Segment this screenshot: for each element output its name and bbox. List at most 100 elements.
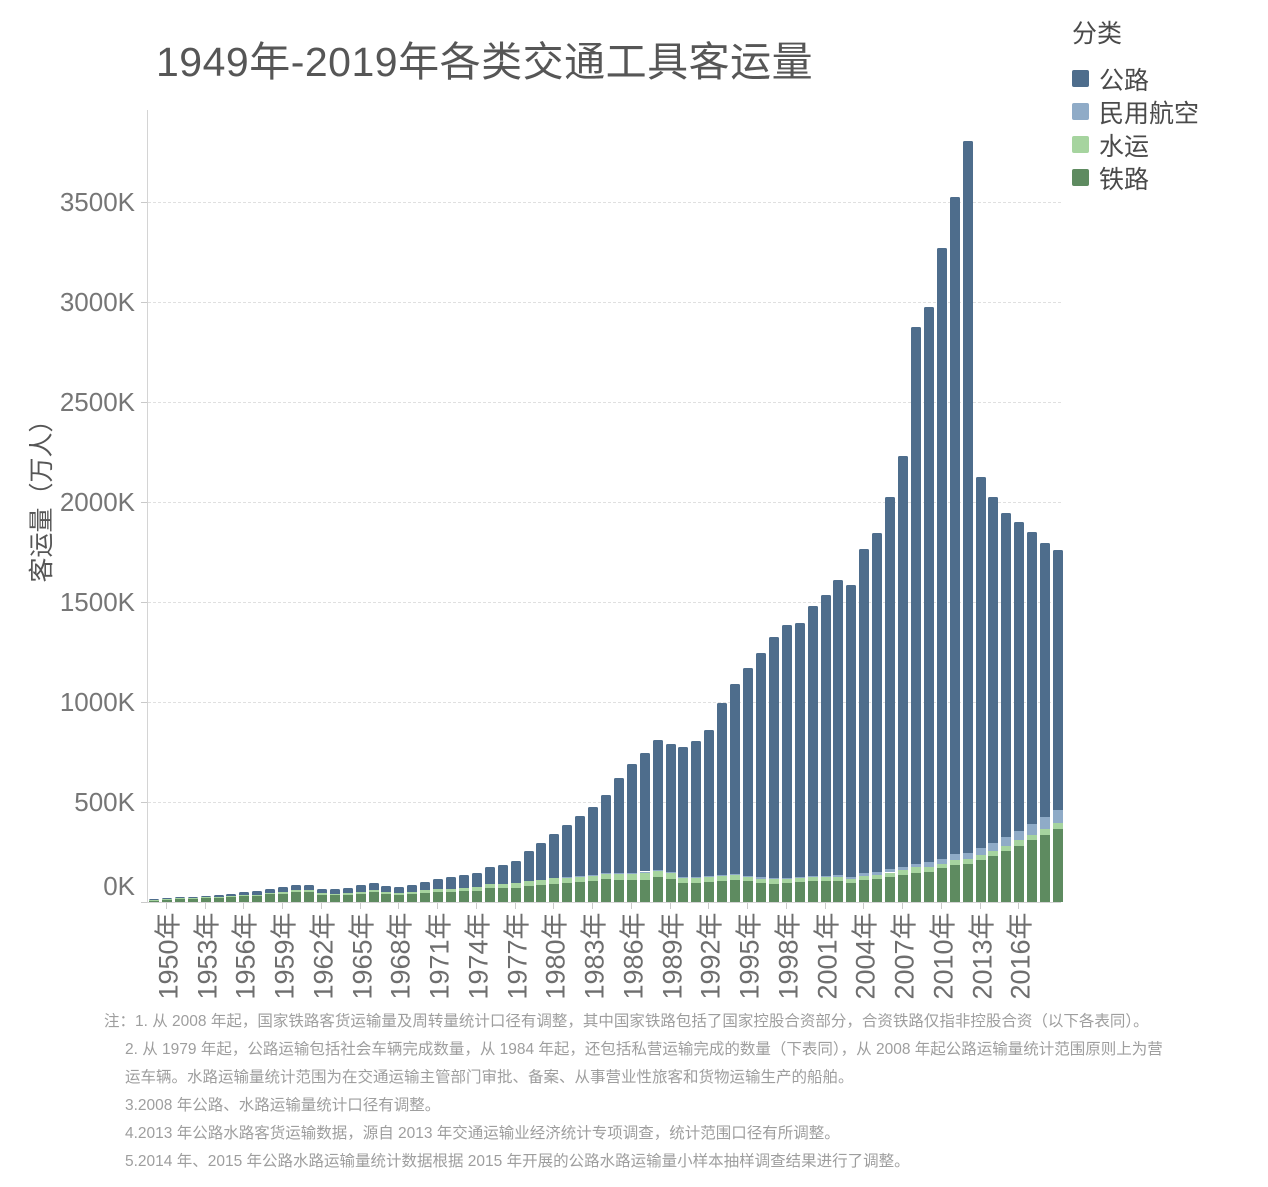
bar-2003[interactable]: [846, 584, 857, 902]
bar-1959[interactable]: [278, 887, 289, 902]
bar-segment-水运: [239, 894, 250, 896]
bar-1963[interactable]: [329, 888, 340, 902]
bar-1992[interactable]: [704, 729, 715, 902]
bar-1995[interactable]: [743, 667, 754, 902]
bar-1962[interactable]: [316, 888, 327, 902]
bar-2000[interactable]: [807, 606, 818, 902]
bar-segment-铁路: [420, 892, 431, 902]
bar-segment-水运: [187, 898, 198, 899]
bar-2006[interactable]: [885, 497, 896, 902]
bar-2013[interactable]: [975, 477, 986, 902]
bar-1957[interactable]: [252, 891, 263, 902]
bar-2002[interactable]: [833, 580, 844, 902]
bar-1983[interactable]: [588, 807, 599, 902]
bar-2015[interactable]: [1001, 513, 1012, 902]
bar-1970[interactable]: [420, 881, 431, 902]
bar-1993[interactable]: [717, 702, 728, 902]
bar-1961[interactable]: [303, 885, 314, 902]
bar-segment-铁路: [755, 883, 766, 902]
bar-1996[interactable]: [755, 653, 766, 902]
bar-1982[interactable]: [575, 815, 586, 902]
bar-2012[interactable]: [962, 141, 973, 902]
bar-1956[interactable]: [239, 892, 250, 902]
bar-segment-民用航空: [936, 858, 947, 864]
bar-segment-公路: [923, 306, 934, 863]
legend: 分类 公路 民用航空 水运 铁路: [1072, 14, 1199, 194]
bar-1953[interactable]: [200, 895, 211, 902]
legend-item-civil-aviation[interactable]: 民用航空: [1072, 95, 1199, 128]
bar-segment-水运: [226, 896, 237, 898]
bar-2004[interactable]: [859, 548, 870, 902]
bar-2005[interactable]: [872, 532, 883, 902]
bar-segment-铁路: [872, 878, 883, 902]
bar-segment-民用航空: [872, 872, 883, 875]
bar-2009[interactable]: [923, 306, 934, 902]
bar-1980[interactable]: [549, 833, 560, 902]
bar-segment-水运: [910, 867, 921, 873]
bar-1999[interactable]: [794, 623, 805, 902]
bar-1975[interactable]: [484, 866, 495, 902]
legend-item-highway[interactable]: 公路: [1072, 62, 1199, 95]
bar-1949[interactable]: [149, 899, 159, 902]
bar-1987[interactable]: [639, 752, 650, 902]
bar-1997[interactable]: [768, 636, 779, 902]
bar-segment-水运: [678, 877, 689, 883]
bar-1952[interactable]: [187, 897, 198, 902]
y-tick-mark: [141, 602, 147, 603]
bar-2011[interactable]: [949, 196, 960, 902]
bar-1964[interactable]: [342, 887, 353, 902]
bar-1998[interactable]: [781, 624, 792, 902]
bar-2017[interactable]: [1027, 532, 1038, 902]
bar-1968[interactable]: [394, 887, 405, 902]
bar-segment-民用航空: [768, 877, 779, 879]
bar-1954[interactable]: [213, 895, 224, 902]
bar-1981[interactable]: [562, 824, 573, 902]
bar-segment-水运: [755, 878, 766, 884]
bar-1965[interactable]: [355, 884, 366, 902]
bar-1984[interactable]: [601, 795, 611, 902]
bar-2016[interactable]: [1014, 521, 1025, 902]
bar-1972[interactable]: [446, 876, 457, 902]
bar-segment-铁路: [936, 868, 947, 902]
bar-2001[interactable]: [820, 595, 831, 902]
bar-1969[interactable]: [407, 884, 418, 902]
bar-1967[interactable]: [381, 886, 392, 902]
legend-item-water[interactable]: 水运: [1072, 128, 1199, 161]
bar-1988[interactable]: [652, 740, 663, 902]
bar-1971[interactable]: [433, 879, 444, 902]
bar-1955[interactable]: [226, 894, 237, 902]
bar-segment-水运: [613, 873, 624, 880]
x-tick-label: 1998年: [773, 912, 804, 1000]
bar-2010[interactable]: [936, 248, 947, 902]
bar-1991[interactable]: [691, 741, 702, 902]
bar-1994[interactable]: [730, 683, 741, 902]
bar-2008[interactable]: [910, 327, 921, 902]
bar-segment-民用航空: [846, 877, 857, 880]
bar-1990[interactable]: [678, 747, 689, 902]
bar-segment-水运: [704, 876, 715, 883]
bar-segment-民用航空: [794, 876, 805, 879]
bar-1977[interactable]: [510, 861, 521, 902]
bar-1973[interactable]: [458, 874, 469, 902]
bar-2018[interactable]: [1040, 543, 1051, 902]
bar-1989[interactable]: [665, 743, 676, 902]
bar-2014[interactable]: [988, 497, 999, 902]
bar-1958[interactable]: [265, 889, 276, 902]
bar-segment-水运: [820, 877, 831, 881]
bar-1966[interactable]: [368, 882, 379, 902]
bar-2007[interactable]: [898, 456, 909, 902]
bar-1960[interactable]: [291, 884, 302, 902]
bar-1951[interactable]: [174, 897, 185, 902]
bar-2019[interactable]: [1053, 549, 1063, 902]
bar-1985[interactable]: [613, 778, 624, 902]
bar-1950[interactable]: [161, 898, 172, 902]
legend-item-railway[interactable]: 铁路: [1072, 161, 1199, 194]
x-tick-mark: [475, 903, 477, 909]
bar-segment-水运: [484, 884, 495, 888]
bar-1986[interactable]: [626, 764, 637, 902]
bar-1976[interactable]: [497, 864, 508, 902]
bar-segment-铁路: [497, 888, 508, 902]
bar-1979[interactable]: [536, 843, 547, 902]
bar-1978[interactable]: [523, 851, 534, 902]
bar-1974[interactable]: [471, 872, 482, 902]
